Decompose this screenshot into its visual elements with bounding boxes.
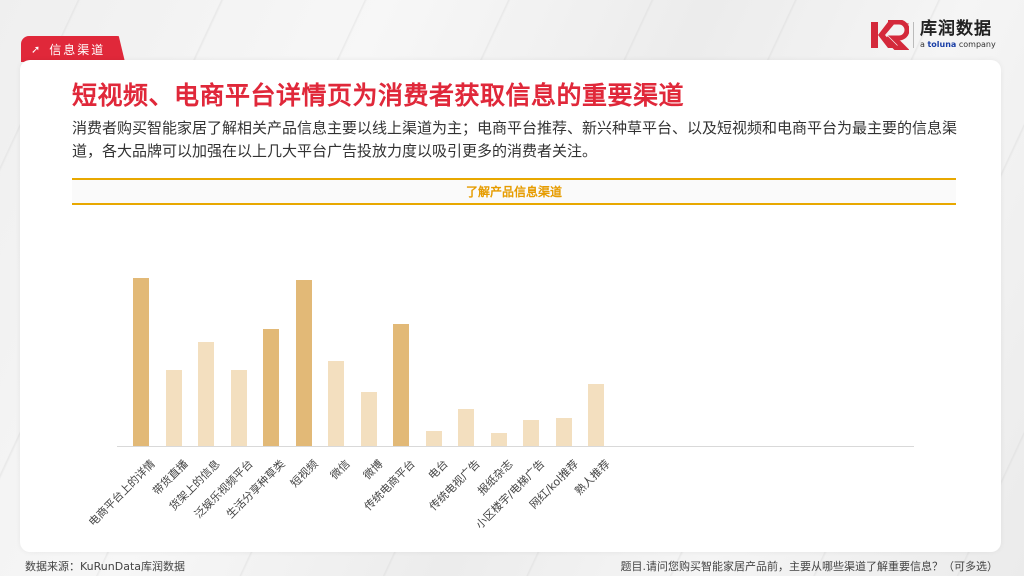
chart-bar [360, 392, 377, 446]
x-axis-label: 微博 [360, 457, 386, 483]
section-tab: ➚ 信息渠道 [21, 36, 125, 62]
chart-bar [555, 418, 572, 446]
brand-logo: ® 库润数据 a toluna company [871, 18, 996, 52]
x-axis-label: 微信 [327, 457, 353, 483]
chart-bar [458, 409, 474, 446]
chart-bar [165, 370, 182, 446]
chart-bar [263, 329, 279, 446]
chart-bar [328, 361, 344, 446]
logo-divider [913, 22, 914, 48]
page-title: 短视频、电商平台详情页为消费者获取信息的重要渠道 [72, 81, 685, 110]
svg-text:®: ® [905, 22, 909, 29]
chart-bar [230, 370, 247, 446]
survey-question: 题目.请问您购买智能家居产品前，主要从哪些渠道了解重要信息？（可多选） [620, 560, 999, 573]
section-tab-label: 信息渠道 [49, 42, 106, 57]
data-source: 数据来源：KuRunData库润数据 [25, 560, 185, 573]
chart-bar [393, 324, 409, 446]
chart-title: 了解产品信息渠道 [72, 178, 956, 205]
x-axis-label: 短视频 [287, 457, 321, 490]
chart-bar [198, 342, 214, 446]
chart-bar [295, 280, 312, 446]
content-card [20, 60, 1001, 552]
chart-baseline [117, 446, 914, 447]
chart-bar [490, 433, 507, 446]
page-description: 消费者购买智能家居了解相关产品信息主要以线上渠道为主；电商平台推荐、新兴种草平台… [72, 119, 958, 160]
bar-chart: 电商平台上的详情 带货直播 货架上的信息 泛娱乐视频平台 生活分享种草类 短视频 微信 微博传… [86, 230, 914, 531]
kr-logo-icon: ® [871, 20, 909, 50]
arrow-up-right-icon: ➚ [31, 42, 43, 56]
chart-bar [133, 278, 149, 446]
chart-bar [588, 384, 604, 446]
logo-tagline: a toluna company [920, 40, 996, 49]
chart-bar [425, 431, 442, 446]
chart-bar [523, 420, 539, 446]
x-axis-label: 电台 [425, 457, 451, 483]
logo-name-cn: 库润数据 [920, 19, 992, 39]
